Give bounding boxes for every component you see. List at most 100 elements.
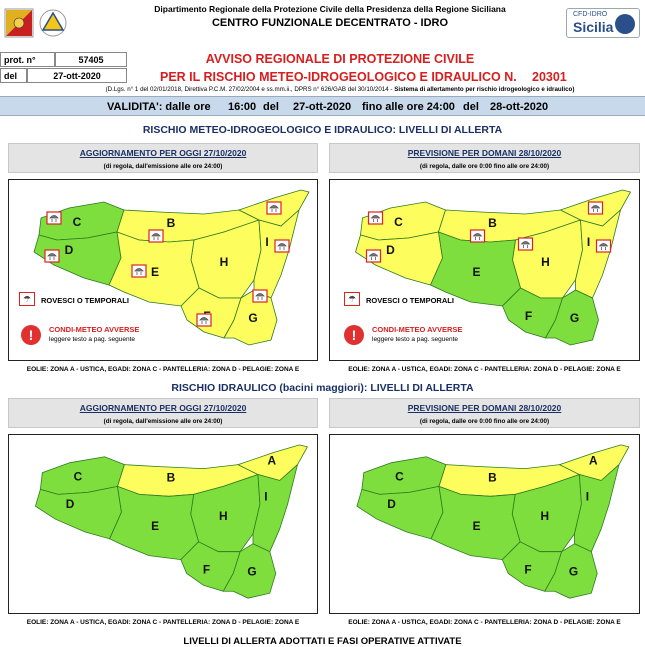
zone-b-label: B bbox=[488, 216, 497, 230]
meteo-today-subtitle: (di regola, dall'emissione alle ore 24:0… bbox=[103, 163, 223, 170]
zone-i-area bbox=[252, 463, 299, 553]
zone-h-label: H bbox=[220, 255, 229, 269]
zone-g-area bbox=[544, 289, 599, 346]
idro-tomorrow-title: PREVISIONE PER DOMANI 28/10/2020 bbox=[407, 403, 562, 413]
zone-d-label: D bbox=[387, 497, 396, 511]
zone-i-label: I bbox=[586, 489, 589, 503]
islands-note-meteo-tomorrow: EOLIE: ZONA A - USTICA, EGADI: ZONA C - … bbox=[348, 366, 621, 373]
zone-a-label: A bbox=[589, 454, 598, 468]
zone-i-area bbox=[575, 208, 622, 299]
thunderstorm-cloud-icon bbox=[134, 268, 144, 275]
showers-legend-label: ROVESCI O TEMPORALI bbox=[41, 296, 129, 305]
thunderstorm-cloud-icon bbox=[277, 243, 287, 250]
islands-note-idro-today: EOLIE: ZONA A - USTICA, EGADI: ZONA C - … bbox=[26, 619, 300, 626]
adverse-weather-title: CONDI-METEO AVVERSE bbox=[49, 325, 140, 334]
zone-g-label: G bbox=[569, 564, 578, 578]
zone-h-label: H bbox=[541, 255, 550, 269]
legal-reference: (D.Lgs. n° 1 del 02/01/2018, Direttiva P… bbox=[40, 86, 640, 93]
zone-c-label: C bbox=[394, 215, 403, 229]
thunderstorm-cloud-icon bbox=[269, 205, 279, 212]
zone-g-area bbox=[544, 543, 598, 599]
thunderstorm-cloud-icon bbox=[472, 233, 483, 240]
zone-b-label: B bbox=[167, 470, 176, 484]
thunderstorm-cloud-icon bbox=[47, 253, 57, 260]
islands-note-idro-tomorrow: EOLIE: ZONA A - USTICA, EGADI: ZONA C - … bbox=[348, 619, 621, 626]
zone-e-label: E bbox=[151, 265, 159, 279]
legal-reference-text: (D.Lgs. n° 1 del 02/01/2018, Direttiva P… bbox=[105, 86, 393, 93]
validity-until: fino alle ore 24:00 bbox=[362, 101, 455, 113]
legal-reference-bold: Sistema di allertamento per rischio idro… bbox=[394, 86, 575, 93]
meteo-tomorrow-header: PREVISIONE PER DOMANI 28/10/2020 (di reg… bbox=[329, 143, 640, 173]
notice-title-line1: AVVISO REGIONALE DI PROTEZIONE CIVILE bbox=[205, 52, 475, 66]
zone-h-label: H bbox=[219, 509, 228, 523]
meteo-today-title: AGGIORNAMENTO PER OGGI 27/10/2020 bbox=[79, 148, 247, 158]
thunderstorm-cloud-icon bbox=[255, 293, 265, 300]
department-name: Dipartimento Regionale della Protezione … bbox=[154, 4, 506, 14]
zone-b-label: B bbox=[167, 216, 176, 230]
zone-g-label: G bbox=[248, 311, 257, 325]
idro-section-title: RISCHIO IDRAULICO (bacini maggiori): LIV… bbox=[171, 382, 474, 394]
zone-i-area bbox=[574, 463, 620, 553]
meteo-tomorrow-subtitle: (di regola, dalle ore 0:00 fino alle ore… bbox=[419, 163, 550, 170]
cfd-idro-logo: CFD-IDRO Sicilia bbox=[566, 8, 640, 38]
islands-note-meteo-today: EOLIE: ZONA A - USTICA, EGADI: ZONA C - … bbox=[26, 366, 300, 373]
thunderstorm-cloud-icon bbox=[368, 253, 379, 260]
validity-from-time: 16:00 bbox=[228, 101, 257, 113]
zone-d-label: D bbox=[65, 243, 74, 257]
validity-del2: del bbox=[463, 101, 479, 113]
date-label: del bbox=[0, 68, 27, 83]
validity-bar: VALIDITA': dalle ore 16:00 del 27-ott-20… bbox=[0, 96, 645, 116]
zone-e-label: E bbox=[151, 519, 159, 533]
zone-i-label: I bbox=[264, 489, 267, 503]
thunderstorm-cloud-icon bbox=[199, 317, 209, 324]
cfd-logo-icon bbox=[615, 14, 635, 34]
zone-g-area bbox=[222, 543, 277, 599]
validity-del1: del bbox=[263, 101, 279, 113]
thunderstorm-cloud-icon bbox=[520, 241, 531, 248]
showers-legend-icon: ☂ bbox=[344, 292, 360, 306]
zone-i-label: I bbox=[265, 235, 268, 249]
zone-i-area bbox=[253, 208, 300, 299]
zone-b-label: B bbox=[488, 470, 497, 484]
zone-f-label: F bbox=[203, 562, 210, 576]
idro-today-title: AGGIORNAMENTO PER OGGI 27/10/2020 bbox=[79, 403, 247, 413]
thunderstorm-cloud-icon bbox=[598, 243, 609, 250]
prot-value: 57405 bbox=[55, 52, 127, 67]
sicily-region-logo bbox=[4, 8, 34, 38]
notice-title-line2: PER IL RISCHIO METEO-IDROGEOLOGICO E IDR… bbox=[160, 70, 517, 84]
notice-number: 20301 bbox=[532, 70, 567, 84]
zone-g-label: G bbox=[247, 564, 256, 578]
adverse-weather-title: CONDI-METEO AVVERSE bbox=[372, 325, 463, 334]
adverse-weather-sub: leggere testo a pag. seguente bbox=[372, 336, 459, 343]
idro-tomorrow-sicily-svg: CD B A H I E F G bbox=[356, 444, 630, 599]
meteo-tomorrow-title: PREVISIONE PER DOMANI 28/10/2020 bbox=[407, 148, 562, 158]
zone-e-label: E bbox=[473, 519, 481, 533]
thunderstorm-cloud-icon bbox=[151, 233, 161, 240]
idro-today-subtitle: (di regola, dall'emissione alle ore 24:0… bbox=[103, 418, 223, 425]
zone-f-label: F bbox=[524, 562, 531, 576]
meteo-section-title: RISCHIO METEO-IDROGEOLOGICO E IDRAULICO:… bbox=[142, 124, 503, 136]
cfd-logo-line1: CFD-IDRO bbox=[573, 11, 608, 18]
idro-tomorrow-subtitle: (di regola, dalle ore 0:00 fino alle ore… bbox=[419, 418, 550, 425]
adverse-weather-sub: leggere testo a pag. seguente bbox=[49, 336, 136, 343]
idro-today-header: AGGIORNAMENTO PER OGGI 27/10/2020 (di re… bbox=[8, 398, 318, 428]
zone-d-label: D bbox=[386, 243, 395, 257]
showers-legend-icon: ☂ bbox=[19, 292, 35, 306]
showers-legend-label: ROVESCI O TEMPORALI bbox=[366, 296, 454, 305]
zone-f-label: F bbox=[525, 309, 532, 323]
zone-d-area bbox=[356, 485, 444, 540]
validity-to-date: 28-ott-2020 bbox=[490, 101, 549, 113]
thunderstorm-cloud-icon bbox=[49, 215, 59, 222]
date-value: 27-ott-2020 bbox=[27, 68, 127, 83]
idro-today-sicily-svg: CD B A H I E F G bbox=[34, 444, 308, 599]
zone-c-label: C bbox=[74, 469, 83, 483]
prot-label: prot. n° bbox=[0, 52, 55, 67]
zone-g-label: G bbox=[570, 311, 579, 325]
adverse-weather-icon: ! bbox=[344, 325, 364, 345]
validity-from-date: 27-ott-2020 bbox=[293, 101, 352, 113]
zone-c-label: C bbox=[73, 215, 82, 229]
